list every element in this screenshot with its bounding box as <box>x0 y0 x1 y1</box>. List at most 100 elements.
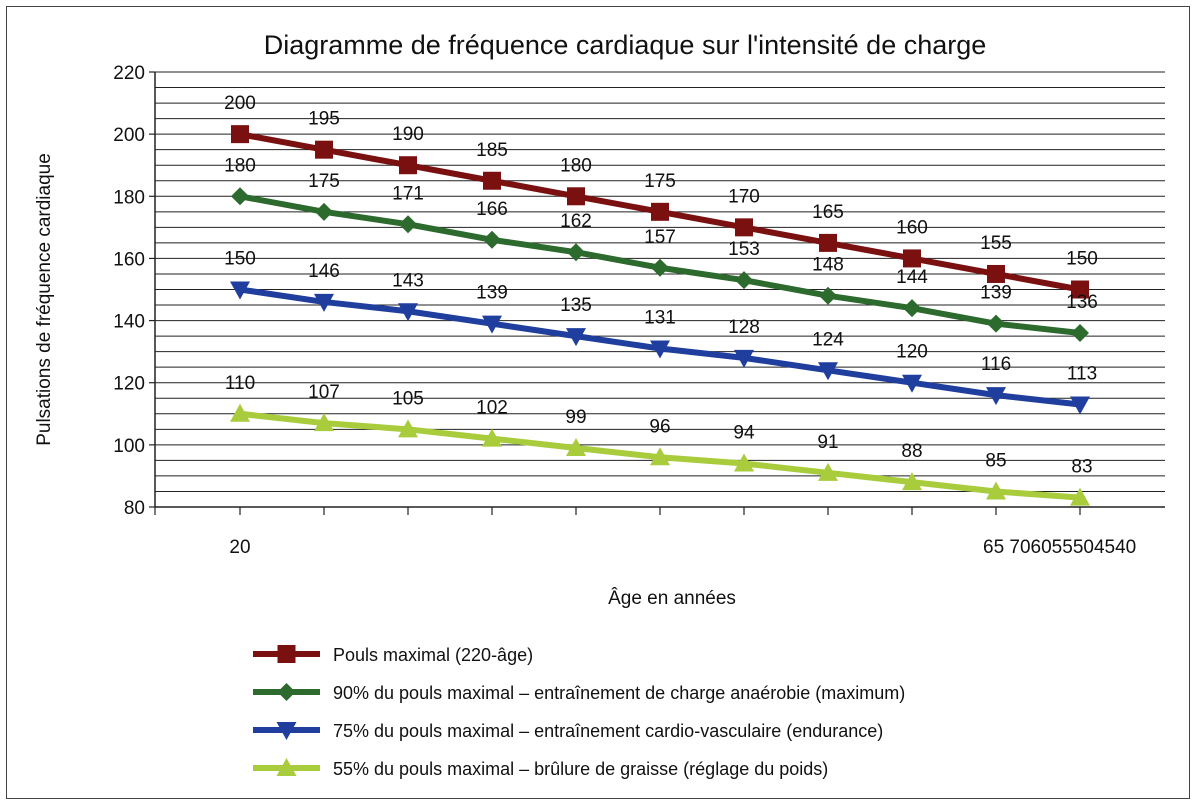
data-point <box>903 299 921 318</box>
data-point <box>399 156 417 175</box>
chart-title: Diagramme de fréquence cardiaque sur l'i… <box>264 30 987 60</box>
data-point <box>314 413 334 432</box>
data-label: 113 <box>1067 363 1097 384</box>
x-tick-label: 20 <box>229 537 250 558</box>
data-point <box>987 314 1005 333</box>
y-tick-label: 220 <box>113 63 145 84</box>
data-point <box>315 140 333 159</box>
data-point <box>231 125 249 144</box>
data-label: 200 <box>224 93 256 114</box>
data-label: 180 <box>560 155 592 176</box>
legend: Pouls maximal (220-âge) 90% du pouls maxi… <box>253 645 905 779</box>
y-tick-label: 80 <box>124 498 145 519</box>
data-point <box>483 230 501 249</box>
data-point <box>735 271 753 290</box>
data-point <box>650 447 670 466</box>
data-label: 116 <box>981 354 1011 375</box>
data-point <box>1070 396 1090 415</box>
legend-item-4: 55% du pouls maximal – brûlure de graiss… <box>253 758 828 779</box>
data-point <box>482 428 502 447</box>
data-label: 128 <box>728 317 760 338</box>
data-point <box>903 249 921 268</box>
series-1: 200 195 190 185 180 175 170 165 160 155 150 <box>224 93 1098 299</box>
data-point <box>902 374 922 393</box>
data-label: 155 <box>980 233 1012 254</box>
x-axis-label: Âge en années <box>608 587 736 609</box>
data-point <box>314 293 334 312</box>
data-label: 88 <box>901 441 922 462</box>
y-tick-label: 120 <box>113 374 145 395</box>
data-point <box>987 264 1005 283</box>
legend-swatch-marker <box>276 758 297 776</box>
legend-label: 75% du pouls maximal – entraînement card… <box>333 721 883 741</box>
data-label: 96 <box>649 416 670 437</box>
data-point <box>819 286 837 305</box>
data-label: 185 <box>476 140 508 161</box>
data-label: 110 <box>225 373 255 394</box>
data-point <box>819 233 837 252</box>
data-label: 171 <box>392 183 424 204</box>
series-2: 180 175 171 166 162 157 153 148 144 139 136 <box>224 155 1098 342</box>
data-point <box>482 315 502 334</box>
data-point <box>734 349 754 368</box>
data-point <box>567 187 585 206</box>
data-label: 107 <box>308 382 340 403</box>
legend-item-1: Pouls maximal (220-âge) <box>253 645 533 665</box>
data-point <box>735 218 753 237</box>
data-label: 139 <box>980 283 1012 304</box>
legend-label: 90% du pouls maximal – entraînement de c… <box>333 683 905 703</box>
data-label: 85 <box>985 450 1006 471</box>
x-tick-label: 65 706055504540 <box>983 537 1136 558</box>
legend-swatch-marker <box>277 683 296 701</box>
data-label: 124 <box>812 329 844 350</box>
data-point <box>818 462 838 481</box>
data-point <box>651 258 669 277</box>
data-point <box>398 303 418 322</box>
y-tick-label: 180 <box>113 187 145 208</box>
data-label: 83 <box>1071 457 1092 478</box>
y-tick-label: 160 <box>113 249 145 270</box>
series-3: 150 146 143 139 135 131 128 124 120 116 113 <box>224 249 1097 415</box>
data-label: 153 <box>728 239 760 260</box>
legend-item-2: 90% du pouls maximal – entraînement de c… <box>253 683 905 703</box>
data-point <box>230 403 250 422</box>
data-point <box>315 202 333 221</box>
data-label: 190 <box>392 124 424 145</box>
data-label: 120 <box>896 342 928 363</box>
data-label: 105 <box>392 388 424 409</box>
data-point <box>483 171 501 190</box>
data-label: 148 <box>812 255 844 276</box>
data-label: 150 <box>1066 249 1098 270</box>
data-point <box>818 362 838 381</box>
data-label: 94 <box>733 423 755 444</box>
data-point <box>1071 280 1089 299</box>
data-point <box>902 472 922 491</box>
data-label: 157 <box>644 227 676 248</box>
y-axis-label: Pulsations de fréquence cardiaque <box>34 153 55 446</box>
data-label: 139 <box>476 283 508 304</box>
data-label: 136 <box>1066 292 1098 313</box>
data-point <box>651 202 669 221</box>
data-label: 135 <box>560 295 592 316</box>
data-label: 102 <box>476 398 508 419</box>
legend-item-3: 75% du pouls maximal – entraînement card… <box>253 721 883 741</box>
legend-swatch-marker <box>276 722 297 740</box>
data-label: 175 <box>644 171 676 192</box>
y-tick-label: 140 <box>113 312 145 333</box>
data-label: 162 <box>560 211 592 232</box>
legend-label: Pouls maximal (220-âge) <box>333 645 533 665</box>
series-4: 110 107 105 102 99 96 94 91 88 85 83 <box>225 373 1093 506</box>
data-point <box>231 187 249 206</box>
legend-swatch-marker <box>277 645 296 663</box>
data-label: 195 <box>308 109 340 130</box>
axes: 80 100 120 140 160 180 200 220 20 65 706055504540 <box>113 63 1165 558</box>
data-point <box>399 215 417 234</box>
data-label: 146 <box>308 261 340 282</box>
data-label: 166 <box>476 199 508 220</box>
data-label: 160 <box>896 217 928 238</box>
data-point <box>986 481 1006 500</box>
y-tick-label: 200 <box>113 125 145 146</box>
data-point <box>567 243 585 262</box>
data-point <box>566 437 586 456</box>
y-tick-label: 100 <box>113 436 145 457</box>
